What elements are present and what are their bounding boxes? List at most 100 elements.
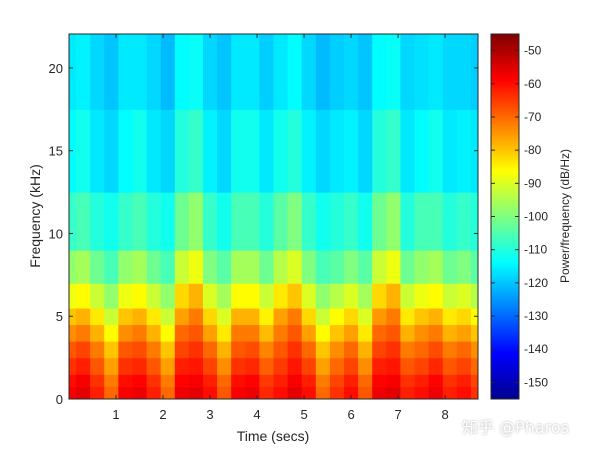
heatmap-cell bbox=[358, 357, 373, 375]
x-tick-label: 7 bbox=[394, 407, 401, 422]
heatmap-cell bbox=[146, 386, 162, 399]
heatmap-cell bbox=[329, 386, 345, 399]
heatmap-cell bbox=[132, 250, 148, 284]
heatmap-cell bbox=[315, 109, 331, 193]
heatmap-cell bbox=[69, 34, 77, 110]
heatmap-cell bbox=[174, 307, 190, 326]
heatmap-cell bbox=[344, 283, 359, 309]
heatmap-cell bbox=[104, 386, 119, 399]
heatmap-cell bbox=[301, 192, 317, 251]
heatmap-cell bbox=[273, 307, 289, 326]
heatmap-cell bbox=[90, 386, 105, 399]
heatmap-cell bbox=[104, 109, 119, 193]
x-tick-label: 5 bbox=[300, 407, 307, 422]
heatmap-cell bbox=[188, 283, 204, 309]
heatmap-cell bbox=[344, 341, 359, 359]
heatmap-cell bbox=[287, 324, 303, 342]
heatmap-cell bbox=[104, 34, 119, 110]
heatmap-cell bbox=[132, 324, 148, 342]
heatmap-cell bbox=[301, 386, 317, 399]
heatmap-cell bbox=[414, 192, 430, 251]
heatmap-cell bbox=[456, 386, 472, 399]
heatmap-cell bbox=[301, 34, 317, 110]
heatmap-cell bbox=[245, 109, 260, 193]
heatmap-cell bbox=[118, 250, 134, 284]
heatmap-cell bbox=[76, 341, 91, 359]
heatmap-cell bbox=[259, 283, 275, 309]
heatmap-cell bbox=[245, 324, 260, 342]
heatmap-cell bbox=[273, 386, 289, 399]
heatmap-cell bbox=[90, 341, 105, 359]
heatmap-cell bbox=[76, 192, 91, 251]
heatmap-cell bbox=[132, 109, 148, 193]
heatmap-cell bbox=[132, 357, 148, 375]
heatmap-cell bbox=[245, 283, 260, 309]
heatmap-cell bbox=[245, 386, 260, 399]
heatmap-cell bbox=[344, 250, 359, 284]
heatmap-cell bbox=[456, 374, 472, 388]
heatmap-cell bbox=[217, 307, 232, 326]
heatmap-cell bbox=[245, 307, 260, 326]
heatmap-cell bbox=[456, 357, 472, 375]
heatmap-cell bbox=[188, 250, 204, 284]
heatmap-cell bbox=[217, 324, 232, 342]
heatmap-cell bbox=[329, 250, 345, 284]
heatmap-cell bbox=[287, 283, 303, 309]
heatmap-cell bbox=[372, 34, 387, 110]
heatmap-cell bbox=[358, 374, 373, 388]
y-tick-label: 15 bbox=[49, 144, 63, 159]
heatmap-cell bbox=[456, 34, 472, 110]
heatmap-cell bbox=[202, 357, 218, 375]
heatmap-cell bbox=[470, 192, 478, 251]
heatmap-cell bbox=[315, 307, 331, 326]
heatmap-cell bbox=[104, 307, 119, 326]
heatmap-cell bbox=[372, 250, 387, 284]
heatmap-cell bbox=[69, 283, 77, 309]
colorbar-tick-label: -120 bbox=[524, 276, 548, 290]
heatmap-cell bbox=[202, 374, 218, 388]
heatmap-cell bbox=[259, 34, 275, 110]
colorbar-tick-label: -140 bbox=[524, 342, 548, 356]
heatmap-cell bbox=[90, 324, 105, 342]
heatmap-cell bbox=[442, 357, 458, 375]
y-axis-ticks: 0 5 10 15 20 bbox=[49, 61, 478, 407]
heatmap-cell bbox=[202, 34, 218, 110]
heatmap-cell bbox=[76, 250, 91, 284]
heatmap-cell bbox=[428, 374, 444, 388]
heatmap-cell bbox=[315, 283, 331, 309]
heatmap-cell bbox=[174, 341, 190, 359]
heatmap-cell bbox=[442, 341, 458, 359]
heatmap-cell bbox=[358, 109, 373, 193]
heatmap-cell bbox=[315, 324, 331, 342]
heatmap-cell bbox=[315, 374, 331, 388]
x-tick-label: 3 bbox=[206, 407, 213, 422]
heatmap-cell bbox=[231, 34, 246, 110]
heatmap-cell bbox=[301, 307, 317, 326]
heatmap-cell bbox=[231, 386, 246, 399]
heatmap-cell bbox=[329, 34, 345, 110]
heatmap-cell bbox=[400, 357, 416, 375]
colorbar-tick-label: -130 bbox=[524, 309, 548, 323]
spectrogram-heatmap bbox=[69, 34, 478, 399]
heatmap-cell bbox=[245, 192, 260, 251]
heatmap-cell bbox=[414, 386, 430, 399]
heatmap-cell bbox=[344, 109, 359, 193]
colorbar-tick-label: -60 bbox=[524, 77, 542, 91]
heatmap-cell bbox=[160, 341, 176, 359]
heatmap-cell bbox=[76, 386, 91, 399]
heatmap-cell bbox=[174, 34, 190, 110]
heatmap-cell bbox=[217, 374, 232, 388]
heatmap-cell bbox=[104, 357, 119, 375]
heatmap-cell bbox=[188, 357, 204, 375]
heatmap-cell bbox=[386, 307, 402, 326]
heatmap-cell bbox=[470, 386, 478, 399]
colorbar-tick-label: -150 bbox=[524, 375, 548, 389]
heatmap-cell bbox=[245, 374, 260, 388]
heatmap-cell bbox=[132, 341, 148, 359]
heatmap-cell bbox=[329, 192, 345, 251]
heatmap-cell bbox=[442, 374, 458, 388]
heatmap-cell bbox=[358, 192, 373, 251]
watermark: 知乎 @Pharos bbox=[462, 418, 570, 437]
heatmap-cell bbox=[344, 386, 359, 399]
colorbar-tick-label: -110 bbox=[524, 243, 547, 257]
